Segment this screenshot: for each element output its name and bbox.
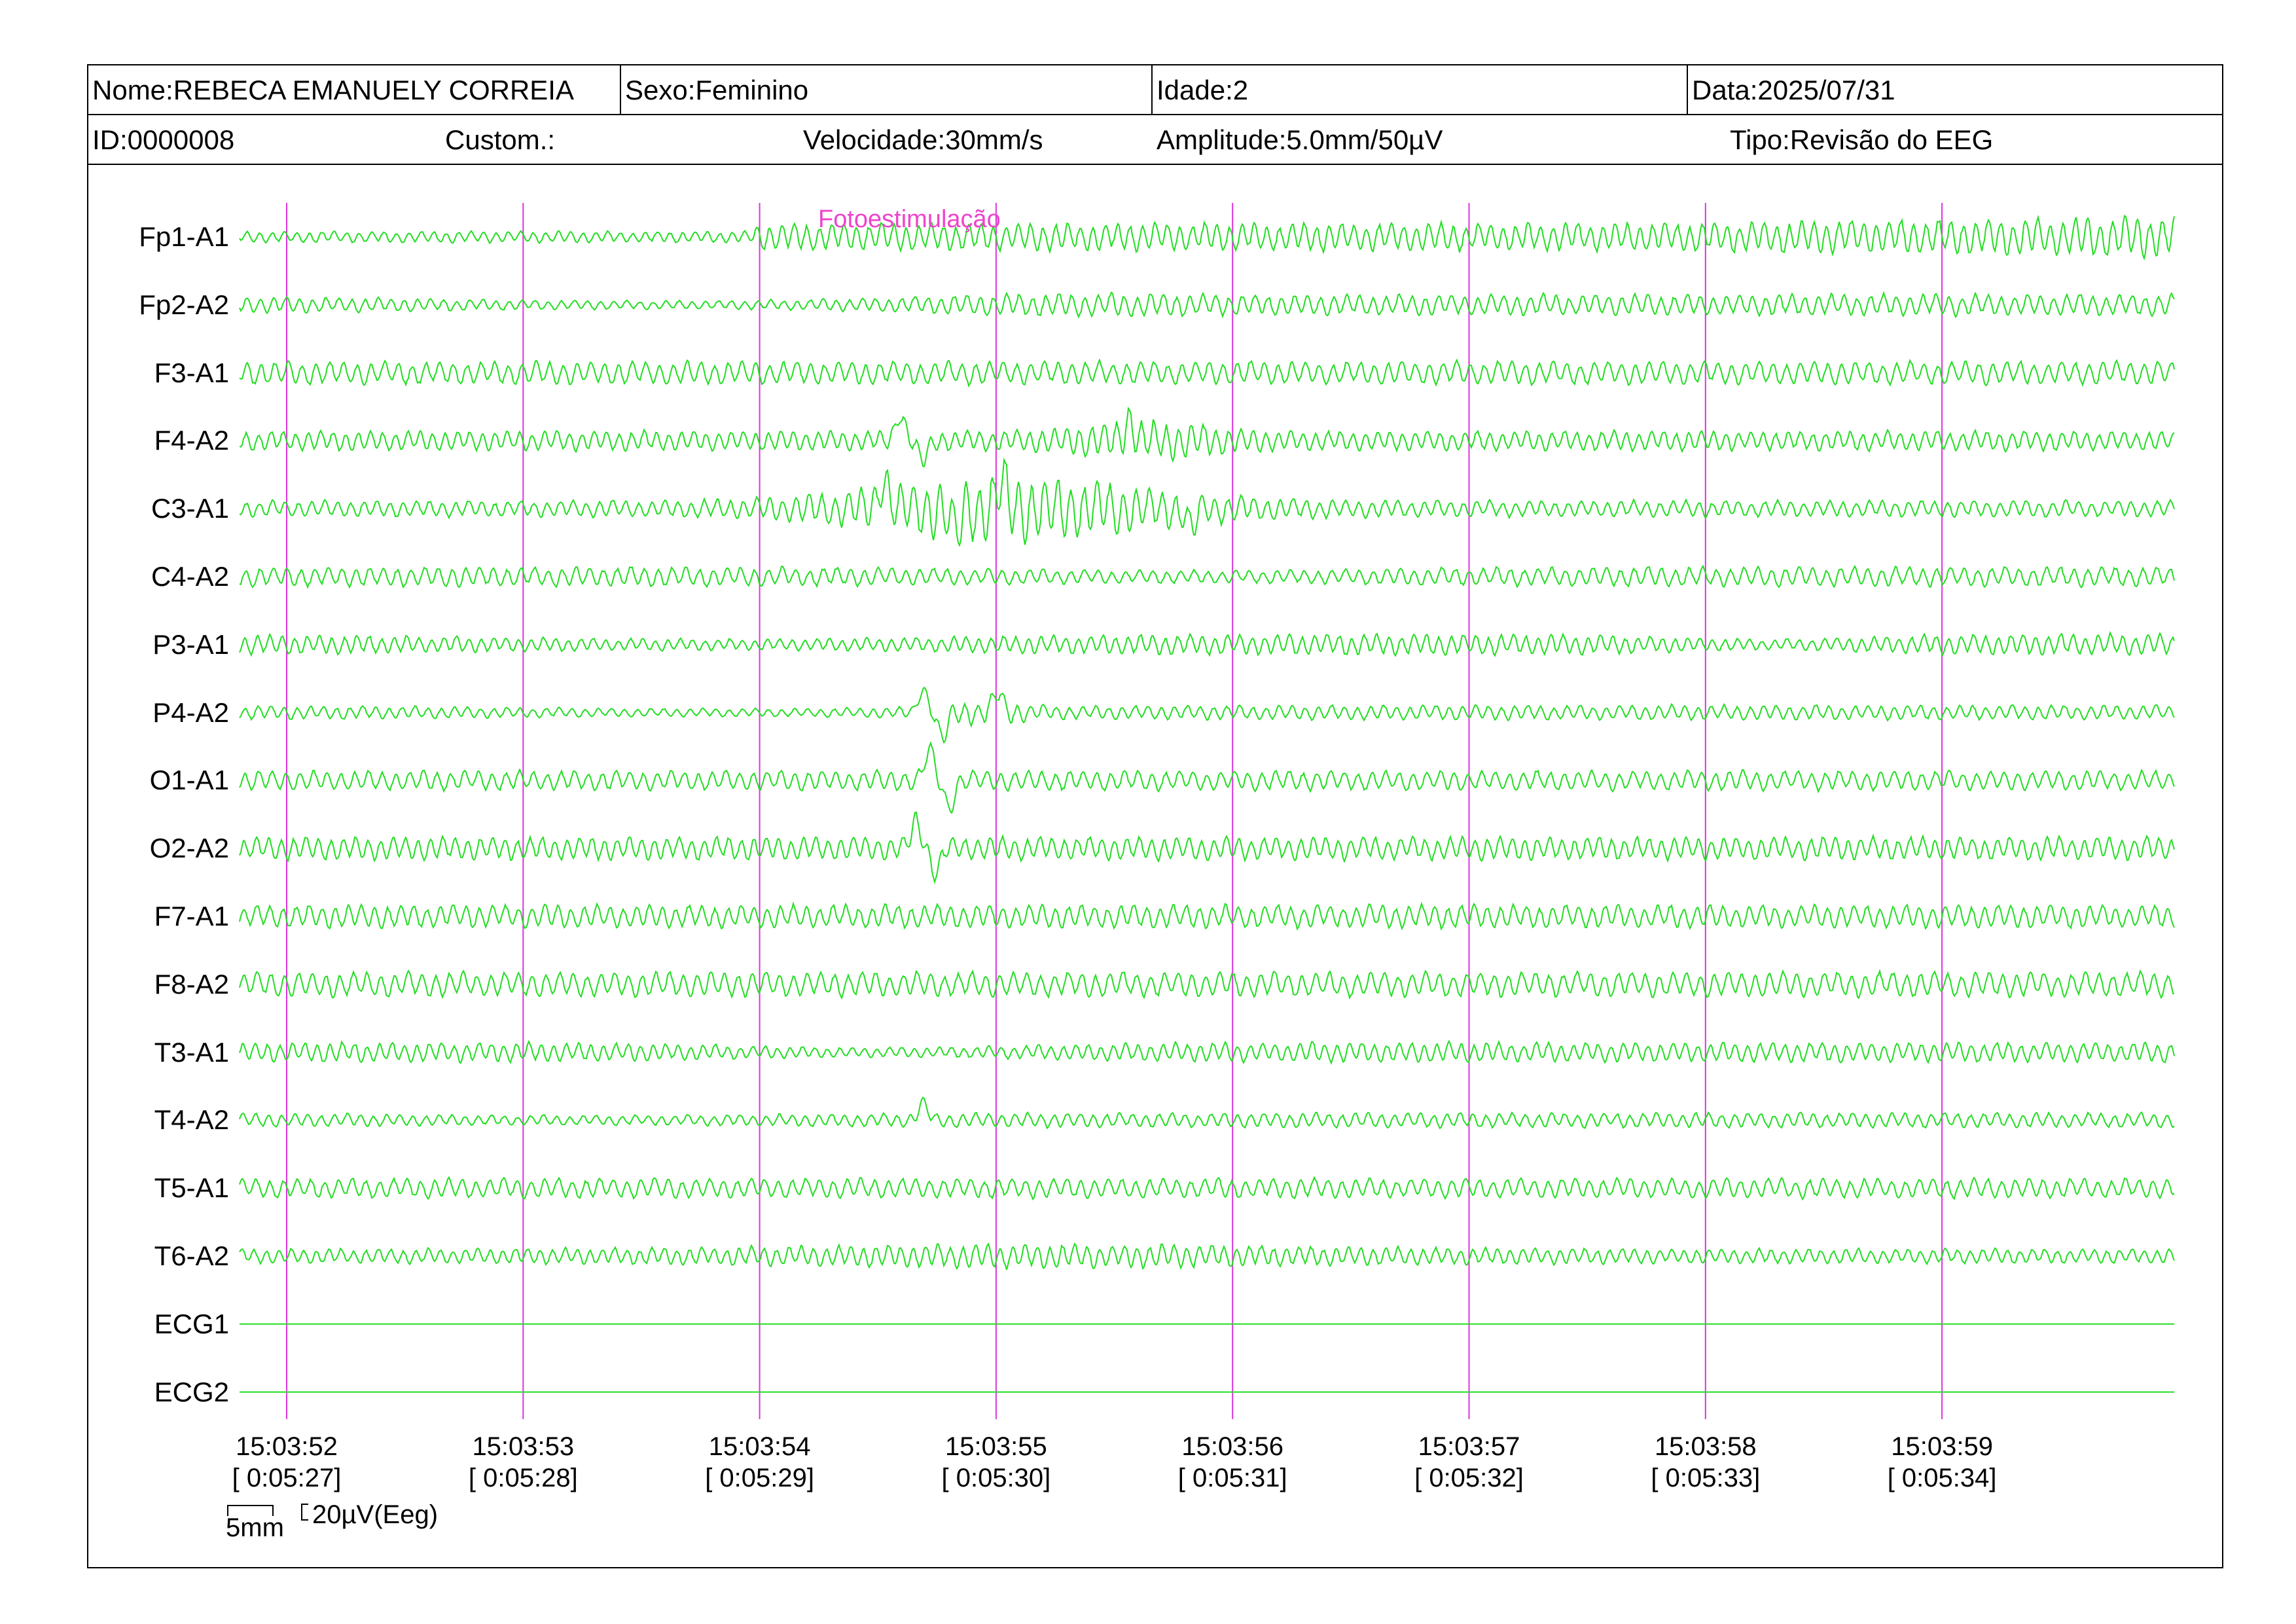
- record-date: Data:2025/07/31: [1687, 65, 2222, 114]
- channel-label: T3-A1: [154, 1036, 229, 1068]
- channel-label: T6-A2: [154, 1240, 229, 1271]
- channel-label: T4-A2: [154, 1104, 229, 1136]
- time-label: 15:03:56 [ 0:05:31]: [1147, 1431, 1318, 1494]
- time-label: 15:03:52 [ 0:05:27]: [202, 1431, 372, 1494]
- record-custom: Custom.:: [445, 124, 556, 155]
- record-amplitude: Amplitude:5.0mm/50µV: [1157, 124, 1443, 155]
- time-label-elapsed: [ 0:05:28]: [468, 1464, 578, 1492]
- channel-label: O1-A1: [149, 765, 229, 796]
- channel-trace: [239, 1096, 2175, 1130]
- channel-trace: [239, 564, 2175, 589]
- time-label: 15:03:54 [ 0:05:29]: [675, 1431, 845, 1494]
- amplitude-scale-bar: [301, 1504, 308, 1521]
- channel-traces: [239, 214, 2175, 1393]
- time-label-elapsed: [ 0:05:27]: [232, 1464, 342, 1492]
- channel-label: C3-A1: [151, 493, 229, 524]
- channel-trace: [239, 457, 2175, 547]
- header-row-record: ID:0000008 Custom.: Velocidade:30mm/s Am…: [88, 115, 2222, 165]
- time-label: 15:03:59 [ 0:05:34]: [1857, 1431, 2027, 1494]
- channel-trace: [239, 1039, 2175, 1065]
- time-label-elapsed: [ 0:05:29]: [705, 1464, 814, 1492]
- time-markers: [286, 203, 1943, 1419]
- time-label: 15:03:58 [ 0:05:33]: [1621, 1431, 1791, 1494]
- channel-label: F8-A2: [154, 968, 229, 1000]
- patient-name: Nome:REBECA EMANUELY CORREIA: [92, 75, 574, 105]
- channel-trace: [239, 811, 2175, 884]
- time-label: 15:03:57 [ 0:05:32]: [1384, 1431, 1554, 1494]
- time-scale-bar: [227, 1505, 274, 1516]
- channel-trace: [239, 686, 2175, 744]
- channel-label: F4-A2: [154, 425, 229, 456]
- channel-label: C4-A2: [151, 561, 229, 592]
- time-label-clock: 15:03:54: [708, 1432, 811, 1461]
- record-id: ID:0000008: [92, 124, 235, 155]
- channel-label: ECG1: [154, 1308, 229, 1339]
- time-label-elapsed: [ 0:05:30]: [941, 1464, 1051, 1492]
- time-label-clock: 15:03:56: [1181, 1432, 1284, 1461]
- time-label-elapsed: [ 0:05:33]: [1651, 1464, 1761, 1492]
- channel-trace: [239, 214, 2175, 261]
- channel-trace: [239, 406, 2175, 468]
- channel-label: P4-A2: [152, 696, 229, 728]
- record-type: Tipo:Revisão do EEG: [1730, 124, 1994, 155]
- channel-label: ECG2: [154, 1376, 229, 1407]
- patient-sex: Sexo:Feminino: [620, 65, 1151, 114]
- patient-age: Idade:2: [1151, 65, 1687, 114]
- channel-label: Fp2-A2: [139, 289, 229, 320]
- event-label-photostimulation: Fotoestimulação: [818, 206, 1001, 233]
- amplitude-scale-label: 20µV(Eeg): [312, 1500, 439, 1529]
- time-label-clock: 15:03:58: [1654, 1432, 1757, 1461]
- time-scale-label: 5mm: [226, 1513, 284, 1542]
- channel-label: T5-A1: [154, 1172, 229, 1204]
- channel-trace: [239, 358, 2175, 388]
- header-row-patient: Nome:REBECA EMANUELY CORREIA Sexo:Femini…: [88, 65, 2222, 115]
- channel-trace: [239, 1242, 2175, 1271]
- channel-label: F7-A1: [154, 901, 229, 931]
- channel-trace: [239, 968, 2174, 1000]
- time-label-clock: 15:03:59: [1891, 1432, 1993, 1461]
- channel-trace: [239, 740, 2175, 814]
- time-label: 15:03:53 [ 0:05:28]: [438, 1431, 608, 1494]
- time-label-elapsed: [ 0:05:31]: [1177, 1464, 1287, 1492]
- time-label-clock: 15:03:53: [472, 1432, 575, 1461]
- channel-label: Fp1-A1: [139, 221, 229, 252]
- eeg-report-frame: Nome:REBECA EMANUELY CORREIA Sexo:Femini…: [87, 64, 2223, 1568]
- time-label-elapsed: [ 0:05:32]: [1414, 1464, 1524, 1492]
- time-label-elapsed: [ 0:05:34]: [1887, 1464, 1997, 1492]
- time-label-clock: 15:03:52: [236, 1432, 338, 1461]
- time-label-clock: 15:03:55: [945, 1432, 1047, 1461]
- channel-label: O2-A2: [149, 833, 229, 864]
- channel-trace: [239, 630, 2175, 657]
- channel-trace: [239, 291, 2175, 319]
- channel-trace: [239, 901, 2175, 931]
- channel-trace: [239, 1176, 2175, 1201]
- channel-label: P3-A1: [152, 628, 229, 660]
- time-label: 15:03:55 [ 0:05:30]: [911, 1431, 1081, 1494]
- channel-label: F3-A1: [154, 357, 229, 388]
- time-label-clock: 15:03:57: [1418, 1432, 1520, 1461]
- record-speed: Velocidade:30mm/s: [803, 124, 1043, 155]
